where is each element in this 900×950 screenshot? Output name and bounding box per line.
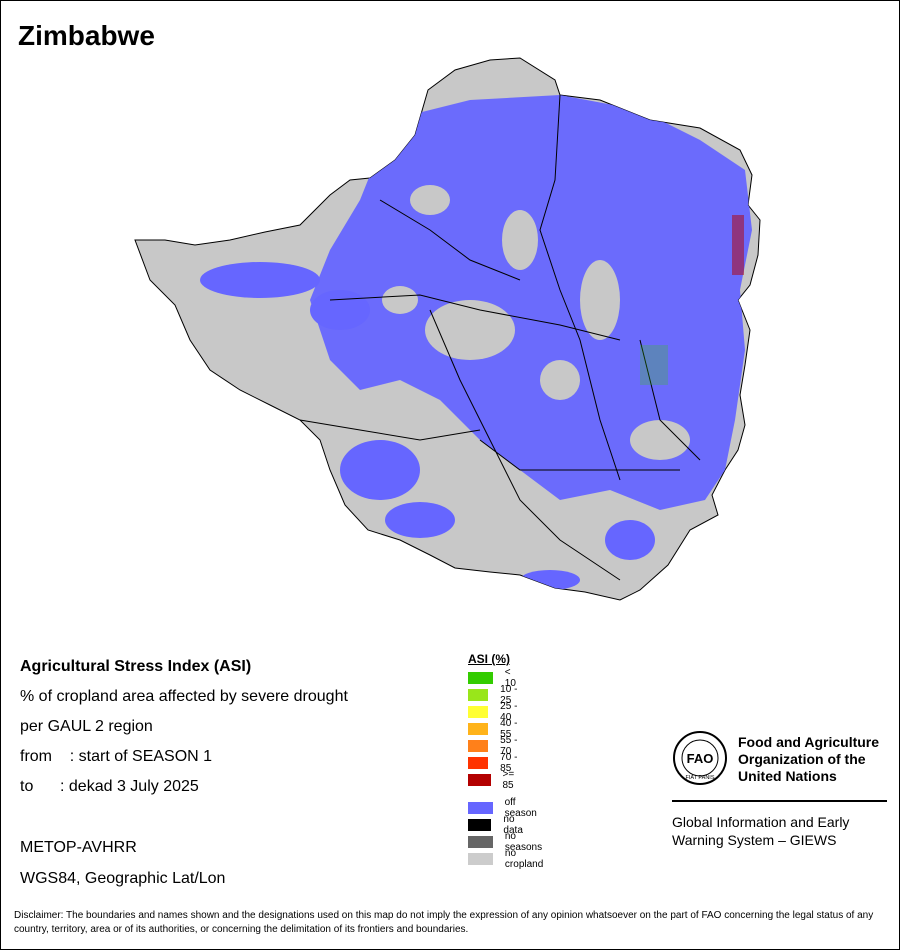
legend-item: no seasons (468, 831, 547, 853)
legend-swatch (468, 836, 493, 848)
legend: ASI (%) < 10 10 - 25 25 - 40 40 - 55 55 - 70… (468, 652, 543, 870)
fao-name: Food and Agriculture Organization of the… (738, 734, 898, 785)
map-metadata: METOP-AVHRR WGS84, Geographic Lat/Lon (20, 838, 225, 900)
legend-label: 55 - 70 (500, 735, 518, 757)
no-cropland-patches (382, 185, 690, 460)
legend-item: >= 85 (468, 769, 522, 791)
admin-boundaries (299, 94, 701, 581)
svg-text:FIAT PANIS: FIAT PANIS (685, 775, 714, 781)
legend-item: 10 - 25 (468, 684, 521, 706)
legend-swatch (468, 689, 489, 701)
legend-item: 40 - 55 (468, 718, 521, 740)
drought-stress-marks (640, 215, 744, 385)
fao-name-line: United Nations (738, 768, 837, 784)
fao-name-line: Organization of the (738, 751, 866, 767)
legend-label: off season (504, 797, 537, 819)
legend-item: off season (468, 797, 542, 819)
legend-label: 70 - 85 (500, 752, 518, 774)
index-description: % of cropland area affected by severe dr… (20, 688, 348, 705)
country-title: Zimbabwe (18, 20, 155, 51)
legend-title: ASI (%) (468, 652, 510, 666)
legend-item: 70 - 85 (468, 752, 521, 774)
legend-item: no cropland (468, 848, 548, 870)
projection-label: WGS84, Geographic Lat/Lon (20, 870, 226, 887)
giews-line: Warning System – GIEWS (672, 832, 837, 848)
legend-label: 25 - 40 (500, 701, 518, 723)
map-info: Agricultural Stress Index (ASI) % of cro… (20, 657, 348, 807)
legend-swatch (468, 723, 489, 735)
legend-label: 40 - 55 (500, 718, 518, 740)
legend-label: < 10 (504, 667, 516, 689)
legend-swatch (468, 740, 489, 752)
giews-line: Global Information and Early (672, 814, 850, 830)
legend-label: no seasons (504, 831, 543, 853)
legend-swatch (468, 672, 493, 684)
legend-label: >= 85 (502, 769, 515, 791)
legend-label: no data (503, 814, 523, 836)
fao-divider (672, 800, 887, 802)
fao-name-line: Food and Agriculture (738, 734, 880, 750)
legend-swatch (468, 819, 492, 831)
fao-logo-icon: FAO FIAT PANIS (673, 731, 727, 785)
zimbabwe-map (134, 57, 761, 601)
index-title: Agricultural Stress Index (ASI) (20, 658, 252, 675)
period-start: from : start of SEASON 1 (20, 748, 213, 765)
legend-swatch (468, 757, 489, 769)
legend-label: 10 - 25 (500, 684, 518, 706)
legend-item: < 10 (468, 667, 521, 689)
legend-swatch (468, 853, 493, 865)
giews-name: Global Information and Early Warning Sys… (672, 813, 887, 849)
index-unit: per GAUL 2 region (20, 718, 153, 735)
sensor-label: METOP-AVHRR (20, 839, 137, 856)
legend-swatch (468, 706, 489, 718)
legend-item: 25 - 40 (468, 701, 521, 723)
legend-item: 55 - 70 (468, 735, 521, 757)
disclaimer: Disclaimer: The boundaries and names sho… (14, 910, 874, 935)
svg-text:FAO: FAO (687, 751, 714, 766)
legend-label: no cropland (504, 848, 544, 870)
legend-swatch (468, 774, 491, 786)
legend-item: no data (468, 814, 529, 836)
legend-swatch (468, 802, 493, 814)
period-end: to : dekad 3 July 2025 (20, 778, 199, 795)
